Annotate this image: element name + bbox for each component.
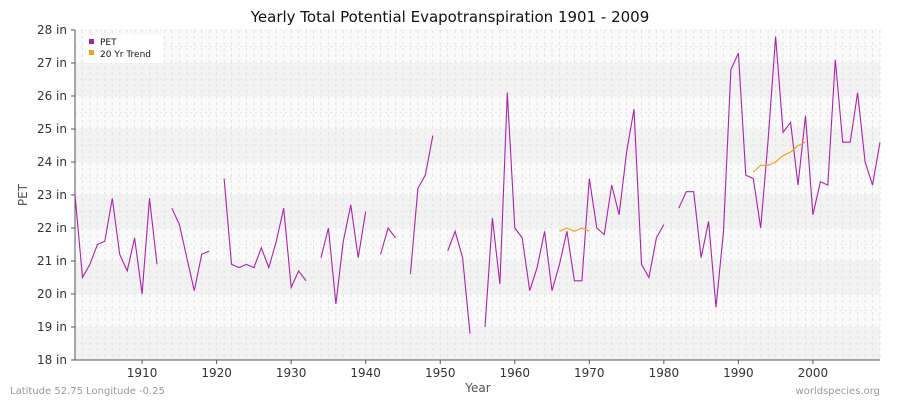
- x-axis-label: Year: [464, 381, 490, 395]
- y-tick-label: 26 in: [37, 89, 67, 103]
- pet-series-line: [447, 229, 471, 334]
- grid-lines: [74, 29, 881, 361]
- pet-series-line: [320, 204, 367, 304]
- y-tick-label: 19 in: [37, 320, 67, 334]
- x-tick-label: 1940: [350, 366, 381, 380]
- x-tick-label: 1950: [425, 366, 456, 380]
- x-tick-label: 1970: [574, 366, 605, 380]
- x-tick-label: 1910: [127, 366, 158, 380]
- y-tick-label: 27 in: [37, 56, 67, 70]
- pet-series-line: [380, 226, 396, 255]
- trend-series-line: [559, 227, 590, 232]
- pet-series-line: [74, 194, 158, 295]
- pet-series-line: [223, 178, 307, 290]
- y-axis-label: PET: [16, 183, 30, 206]
- x-tick-label: 1980: [649, 366, 680, 380]
- y-tick-label: 22 in: [37, 221, 67, 235]
- y-tick-label: 25 in: [37, 122, 67, 136]
- pet-series-line: [409, 135, 434, 275]
- pet-series-line: [171, 207, 210, 291]
- y-tick-label: 23 in: [37, 188, 67, 202]
- footer-source: worldspecies.org: [796, 386, 880, 397]
- legend-box: [83, 35, 163, 63]
- legend-swatch-pet: [89, 39, 94, 44]
- legend: PET 20 Yr Trend: [83, 35, 163, 63]
- y-tick-label: 18 in: [37, 353, 67, 367]
- footer-coordinates: Latitude 52.75 Longitude -0.25: [10, 386, 165, 397]
- y-tick-label: 20 in: [37, 287, 67, 301]
- legend-label-pet: PET: [100, 38, 117, 48]
- chart-title: Yearly Total Potential Evapotranspiratio…: [250, 8, 650, 26]
- x-axis-ticks: 1910 1920 1930 1940 1950 1960 1970 1980 1990 2000: [127, 360, 828, 380]
- y-tick-label: 28 in: [37, 23, 67, 37]
- x-tick-label: 1920: [201, 366, 232, 380]
- legend-label-trend: 20 Yr Trend: [100, 50, 151, 60]
- series-lines: [74, 36, 881, 334]
- trend-series-line: [752, 141, 806, 173]
- y-tick-label: 21 in: [37, 254, 67, 268]
- y-axis-ticks: 18 in 19 in 20 in 21 in 22 in 23 in 24 in 25 in…: [37, 23, 75, 367]
- legend-swatch-trend: [89, 50, 94, 55]
- x-tick-label: 1930: [276, 366, 307, 380]
- pet-series-line: [484, 92, 665, 328]
- x-tick-label: 1960: [499, 366, 530, 380]
- y-tick-label: 24 in: [37, 155, 67, 169]
- x-tick-label: 2000: [798, 366, 829, 380]
- pet-series-line: [678, 36, 881, 308]
- x-tick-label: 1990: [723, 366, 754, 380]
